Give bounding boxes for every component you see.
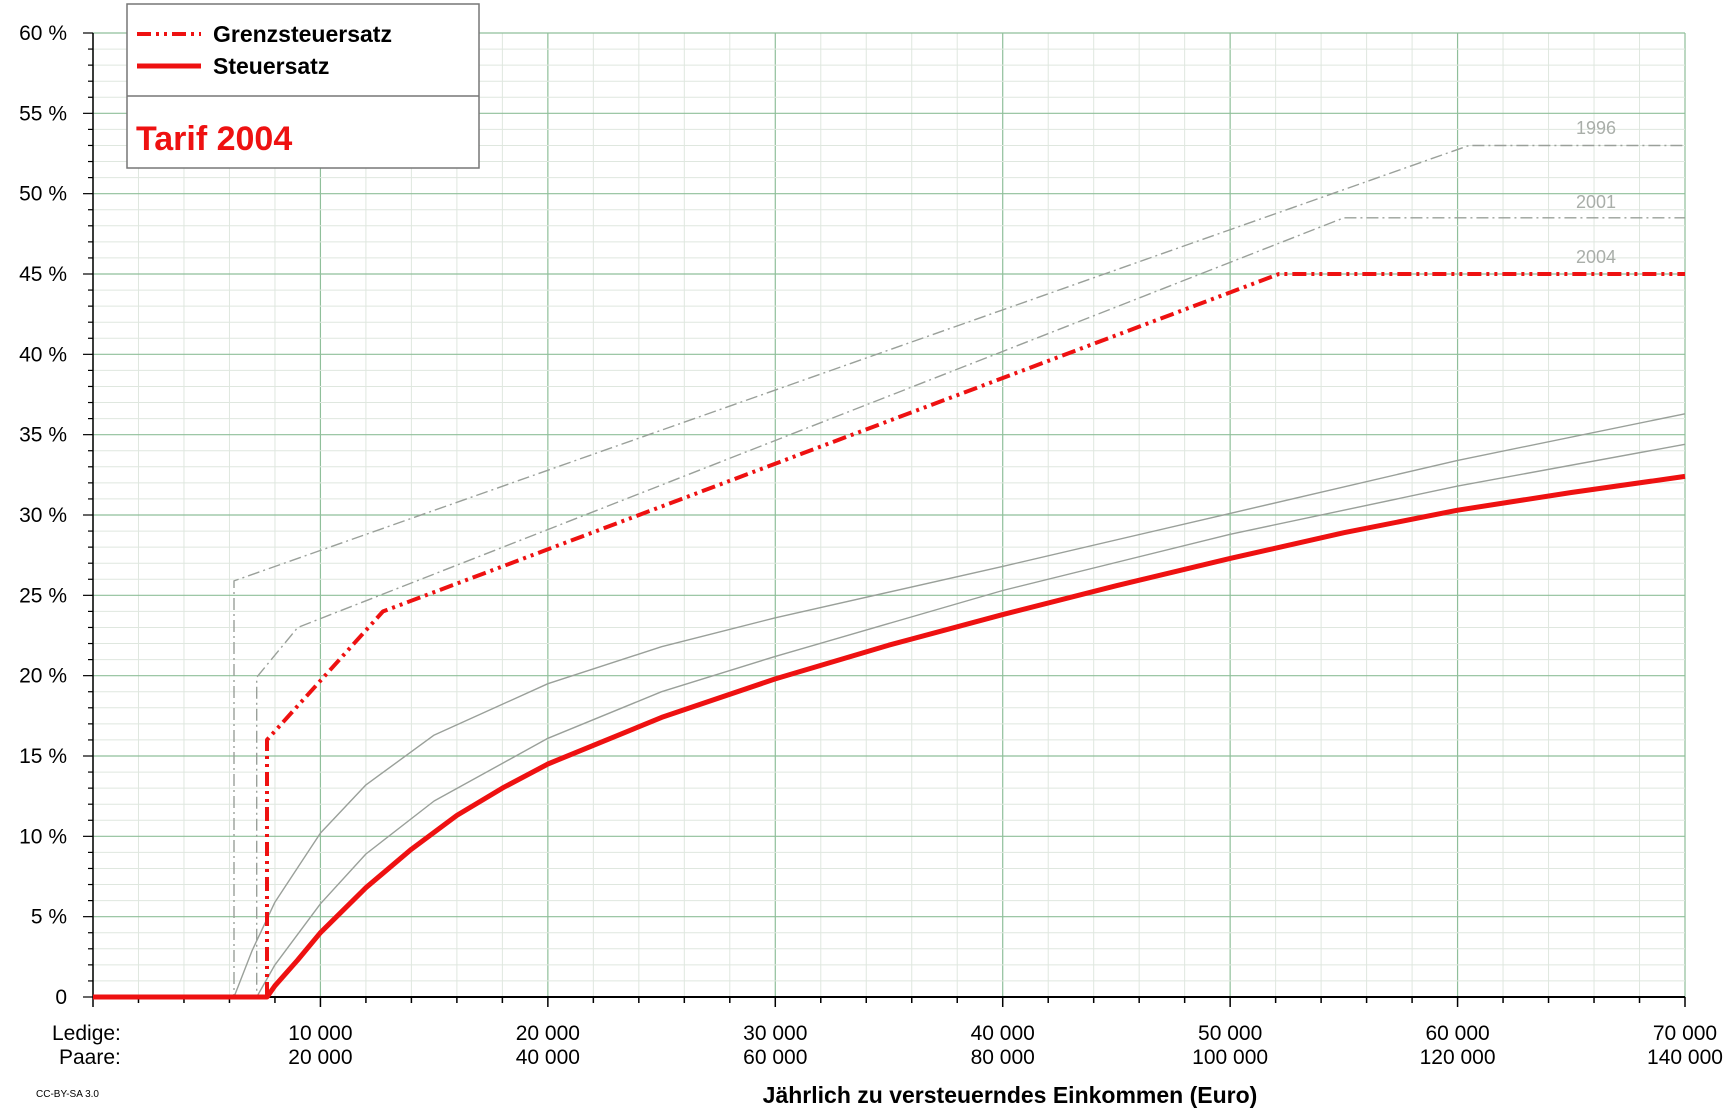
year-label-2001: 2001 <box>1576 192 1616 212</box>
y-tick-label: 20 % <box>19 665 67 688</box>
marginal-rate-line-2004 <box>93 272 1685 999</box>
average-rate-line-1996 <box>93 413 1686 998</box>
x-tick-label-couple: 60 000 <box>743 1046 807 1069</box>
x-tick-label-single: 20 000 <box>516 1022 580 1045</box>
legend-tarif-label: Tarif 2004 <box>136 120 292 158</box>
x-tick-label-single: 70 000 <box>1653 1022 1717 1045</box>
y-tick-label: 40 % <box>19 343 67 366</box>
year-label-2004: 2004 <box>1576 247 1616 267</box>
y-tick-label: 0 <box>55 986 67 1009</box>
average-rate-line-2004 <box>93 473 1686 1000</box>
y-tick-label: 55 % <box>19 102 67 125</box>
y-tick-label: 50 % <box>19 183 67 206</box>
y-tick-label: 45 % <box>19 263 67 286</box>
year-label-1996: 1996 <box>1576 118 1616 138</box>
legend: Grenzsteuersatz Steuersatz Tarif 2004 <box>126 3 480 169</box>
x-tick-label-single: 40 000 <box>971 1022 1035 1045</box>
x-tick-label-single: 60 000 <box>1425 1022 1489 1045</box>
axes <box>83 32 1686 1007</box>
y-tick-label: 60 % <box>19 22 67 45</box>
x-tick-label-single: 30 000 <box>743 1022 807 1045</box>
y-tick-labels: 0 5 % 10 % 15 % 20 % 25 % 30 % 35 % 40 % 45 % 50 %… <box>19 22 67 1009</box>
legend-box <box>126 3 480 169</box>
y-tick-label: 25 % <box>19 584 67 607</box>
x-tick-label-single: 10 000 <box>288 1022 352 1045</box>
y-tick-label: 5 % <box>31 906 67 929</box>
x-row-label-couple: Paare: <box>59 1046 121 1069</box>
y-tick-label: 30 % <box>19 504 67 527</box>
x-row-label-single: Ledige: <box>52 1022 121 1045</box>
license-note: CC-BY-SA 3.0 <box>36 1089 99 1100</box>
x-axis-title: Jährlich zu versteuerndes Einkommen (Eur… <box>763 1082 1258 1108</box>
legend-marginal-label: Grenzsteuersatz <box>213 21 392 47</box>
x-tick-label-couple: 80 000 <box>971 1046 1035 1069</box>
y-tick-label: 35 % <box>19 424 67 447</box>
average-rate-line-2001 <box>93 443 1686 998</box>
x-tick-label-couple: 40 000 <box>516 1046 580 1069</box>
x-tick-label-couple: 120 000 <box>1420 1046 1496 1069</box>
legend-average-label: Steuersatz <box>213 53 329 79</box>
x-tick-label-couple: 20 000 <box>288 1046 352 1069</box>
y-tick-label: 15 % <box>19 745 67 768</box>
x-tick-label-couple: 100 000 <box>1192 1046 1268 1069</box>
series-group <box>93 144 1686 1000</box>
marginal-rate-line-2001 <box>93 217 1685 998</box>
x-tick-label-couple: 140 000 <box>1647 1046 1723 1069</box>
x-tick-label-single: 50 000 <box>1198 1022 1262 1045</box>
y-tick-label: 10 % <box>19 825 67 848</box>
